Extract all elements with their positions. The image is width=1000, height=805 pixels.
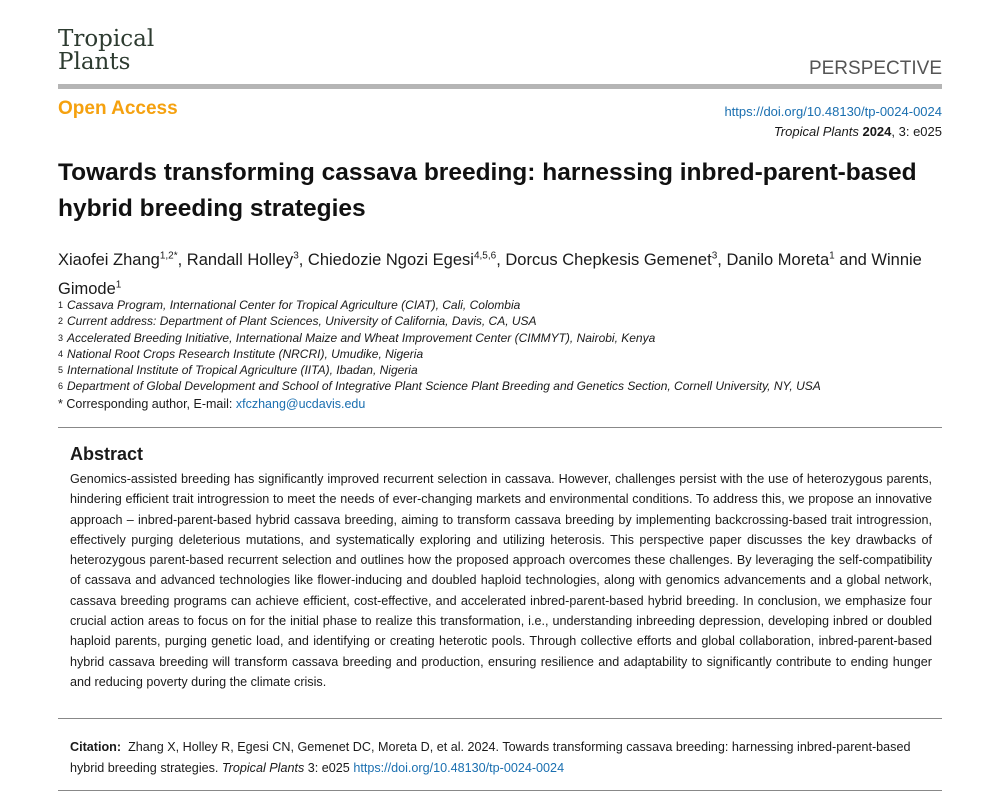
divider	[58, 718, 942, 719]
paper-title: Towards transforming cassava breeding: h…	[58, 159, 917, 222]
divider	[58, 790, 942, 791]
affiliation: 1 Cassava Program, International Center f…	[58, 298, 521, 312]
abstract-heading: Abstract	[70, 444, 144, 464]
author: Xiaofei Zhang1,2*,	[58, 250, 187, 269]
author: Winnie Gimode1	[58, 250, 922, 299]
author: Chiedozie Ngozi Egesi4,5,6,	[307, 250, 506, 269]
abstract-text: Genomics-assisted breeding has significa…	[70, 472, 932, 689]
author: Randall Holley3,	[186, 250, 308, 269]
citation-doi-link[interactable]: https://doi.org/10.48130/tp-0024-0024	[353, 761, 565, 775]
author: Dorcus Chepkesis Gemenet3,	[505, 250, 727, 269]
affiliation: 2 Current address: Department of Plant Sc…	[58, 314, 537, 329]
author: Danilo Moreta1 and	[726, 250, 872, 269]
affiliation: 4 National Root Crops Research Institute …	[58, 346, 424, 361]
doi-link[interactable]: https://doi.org/10.48130/tp-0024-0024	[724, 104, 942, 119]
citation: Citation: Zhang X, Holley R, Egesi CN, G…	[70, 740, 911, 775]
open-access-label: Open Access	[58, 98, 178, 119]
article-type: PERSPECTIVE	[808, 58, 942, 79]
author-list: Xiaofei Zhang1,2*, Randall Holley3, Chie…	[58, 243, 942, 302]
divider	[58, 427, 942, 428]
affiliation: 6 Department of Global Development and Sc…	[58, 379, 821, 394]
affiliations: 1 Cassava Program, International Center f…	[58, 297, 821, 395]
email-link[interactable]: xfczhang@ucdavis.edu	[235, 397, 366, 411]
affiliation: 3 Accelerated Breeding Initiative, Intern…	[58, 330, 656, 345]
corresponding-author: * Corresponding author, E-mail: xfczhang…	[58, 397, 366, 411]
journal-logo: Tropical Plants	[58, 26, 155, 75]
journal-reference: Tropical Plants 2024, 3: e025	[773, 124, 942, 139]
affiliation: 5 International Institute of Tropical Agr…	[58, 363, 418, 378]
header-divider	[58, 84, 942, 89]
